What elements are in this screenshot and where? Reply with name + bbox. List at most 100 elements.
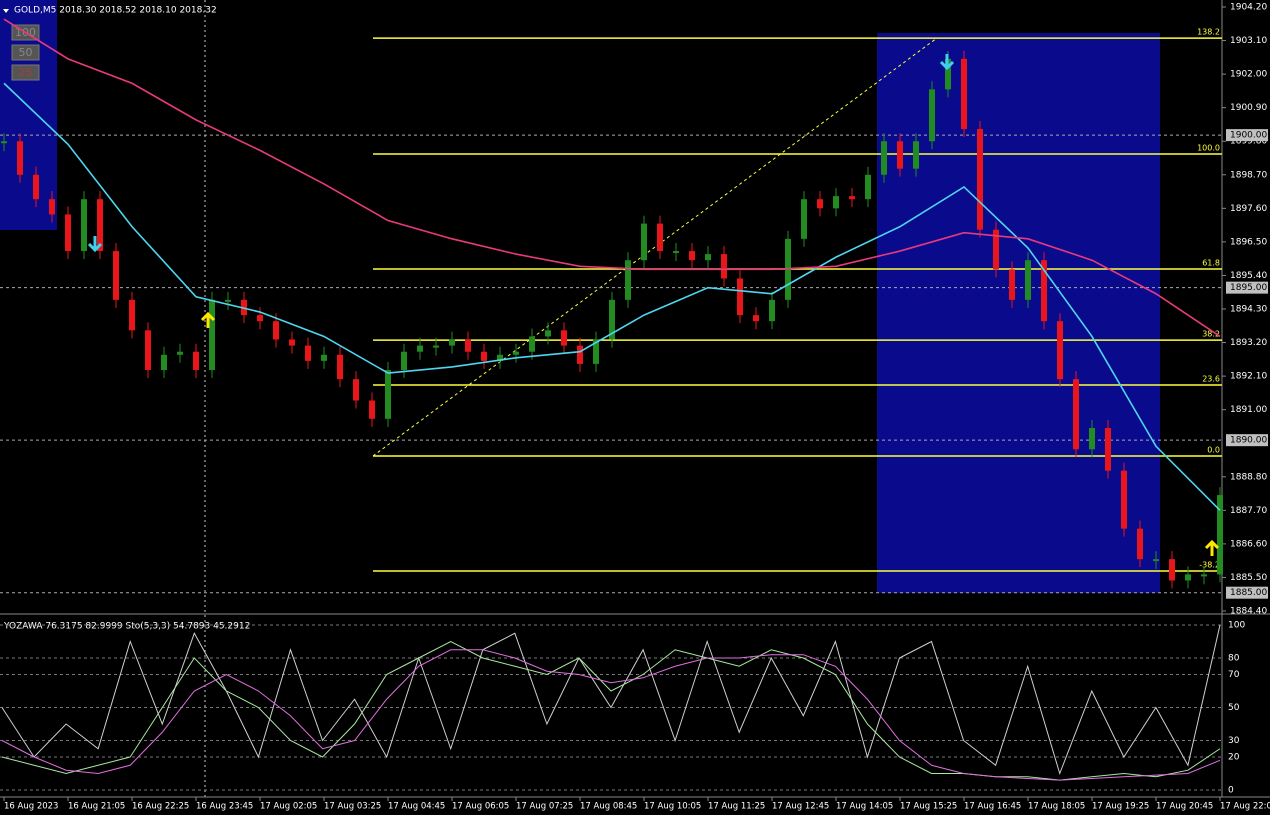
x-tick-label: 17 Aug 02:05	[260, 802, 317, 812]
x-tick-label: 17 Aug 20:45	[1156, 802, 1213, 812]
candle	[1185, 574, 1191, 581]
period-button-label[interactable]: 50	[19, 46, 33, 59]
x-tick-label: 16 Aug 23:45	[196, 802, 253, 812]
candle	[97, 199, 103, 252]
price-level-box	[1226, 586, 1268, 599]
x-tick-label: 17 Aug 08:45	[580, 802, 637, 812]
period-button-label[interactable]: 25	[19, 66, 33, 79]
candle	[145, 330, 151, 371]
candle	[177, 351, 183, 355]
candle	[65, 214, 71, 252]
chart-header: GOLD,M5 2018.30 2018.52 2018.10 2018.32	[14, 6, 217, 16]
x-tick-label: 17 Aug 10:05	[644, 802, 701, 812]
candle	[1217, 495, 1223, 575]
candle	[337, 354, 343, 380]
candle	[81, 199, 87, 252]
period-button[interactable]	[11, 64, 40, 81]
candle	[129, 299, 135, 331]
y-tick-label: 1885.50	[1230, 573, 1267, 583]
oscillator-tick-label: 20	[1228, 753, 1240, 763]
candle	[1153, 559, 1159, 562]
candle	[577, 345, 583, 364]
candle	[689, 251, 695, 261]
candle	[1137, 528, 1143, 560]
price-level-label: 1900.00	[1230, 131, 1267, 141]
buy-arrow	[1204, 539, 1220, 556]
oscillator-tick-label: 100	[1228, 621, 1245, 631]
sell-arrow	[87, 236, 103, 253]
buy-arrow	[200, 311, 216, 328]
candle	[945, 58, 951, 90]
candle	[897, 141, 903, 169]
candle	[465, 339, 471, 352]
candle	[977, 129, 983, 230]
price-level-box	[1226, 281, 1268, 294]
candle	[769, 299, 775, 322]
candle	[753, 315, 759, 322]
candle	[705, 254, 711, 261]
x-tick-label: 17 Aug 14:05	[836, 802, 893, 812]
y-tick-label: 1902.00	[1230, 70, 1267, 80]
candle	[865, 174, 871, 200]
oscillator-line	[1, 624, 1221, 776]
y-tick-label: 1904.20	[1230, 3, 1267, 13]
candle	[881, 141, 887, 175]
candle	[1121, 470, 1127, 529]
candle	[289, 339, 295, 346]
fib-label: -38.2	[1199, 561, 1220, 570]
x-tick-label: 17 Aug 12:45	[772, 802, 829, 812]
session-box	[877, 33, 1160, 593]
candle	[1057, 321, 1063, 380]
candle	[1089, 427, 1095, 450]
candle	[913, 141, 919, 169]
y-tick-label: 1886.60	[1230, 539, 1267, 549]
candle	[929, 89, 935, 142]
candle	[849, 196, 855, 200]
candle	[321, 354, 327, 361]
candle	[609, 299, 615, 340]
candle	[1105, 427, 1111, 471]
price-level-label: 1890.00	[1230, 436, 1267, 446]
y-tick-label: 1893.20	[1230, 338, 1267, 348]
signal-arrows	[87, 54, 1220, 556]
candle	[257, 315, 263, 322]
candle	[545, 330, 551, 337]
x-tick-label: 17 Aug 19:25	[1092, 802, 1149, 812]
candle	[417, 345, 423, 352]
candle	[833, 196, 839, 209]
candle	[657, 223, 663, 252]
fib-label: 23.6	[1202, 374, 1220, 383]
oscillator-tick-label: 50	[1228, 703, 1240, 713]
candle	[817, 199, 823, 209]
candle	[481, 351, 487, 361]
candle	[1, 141, 7, 144]
candle	[641, 223, 647, 261]
y-tick-label: 1891.00	[1230, 405, 1267, 415]
candle	[593, 339, 599, 364]
oscillator-line	[1, 640, 1221, 781]
oscillator-line	[1, 649, 1221, 781]
candle	[305, 345, 311, 361]
x-tick-label: 17 Aug 07:25	[516, 802, 573, 812]
fib-label: 38.2	[1202, 330, 1220, 339]
x-tick-label: 17 Aug 06:05	[452, 802, 509, 812]
candle	[1169, 559, 1175, 581]
oscillator-tick-label: 80	[1228, 654, 1240, 664]
period-button[interactable]	[11, 44, 40, 61]
candle	[513, 351, 519, 355]
x-tick-label: 17 Aug 22:05	[1220, 802, 1270, 812]
x-tick-label: 16 Aug 2023	[4, 802, 58, 812]
y-tick-label: 1894.30	[1230, 305, 1267, 315]
menu-icon[interactable]	[3, 9, 9, 13]
candle	[113, 251, 119, 300]
candle	[801, 199, 807, 239]
oscillator-tick-label: 30	[1228, 736, 1240, 746]
y-tick-label: 1892.10	[1230, 372, 1267, 382]
y-tick-label: 1900.90	[1230, 103, 1267, 113]
y-tick-label: 1896.50	[1230, 237, 1267, 247]
fib-label: 100.0	[1197, 144, 1220, 153]
candle	[385, 370, 391, 419]
x-tick-label: 17 Aug 04:45	[388, 802, 445, 812]
x-tick-label: 17 Aug 15:25	[900, 802, 957, 812]
y-tick-label: 1899.80	[1230, 137, 1267, 147]
